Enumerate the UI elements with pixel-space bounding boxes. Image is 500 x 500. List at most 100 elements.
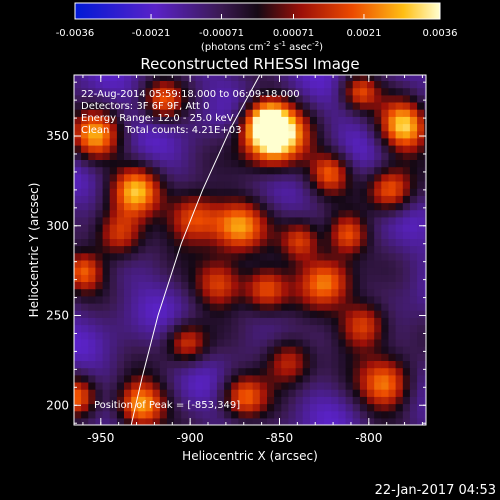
heatmap-cell xyxy=(159,94,168,103)
heatmap-cell xyxy=(116,338,125,347)
heatmap-cell xyxy=(74,374,82,383)
heatmap-cell xyxy=(188,224,197,232)
heatmap-cell xyxy=(88,396,96,405)
heatmap-cell xyxy=(116,145,125,153)
heatmap-cell xyxy=(331,324,339,333)
heatmap-cell xyxy=(231,410,239,419)
heatmap-cell xyxy=(274,295,282,304)
heatmap-cell xyxy=(159,274,168,282)
heatmap-cell xyxy=(267,166,275,175)
heatmap-cell xyxy=(102,324,111,333)
heatmap-cell xyxy=(131,317,139,326)
heatmap-cell xyxy=(259,94,268,103)
heatmap-cell xyxy=(288,101,297,110)
heatmap-cell xyxy=(152,195,161,204)
heatmap-cell xyxy=(138,281,146,290)
heatmap-cell xyxy=(88,338,96,347)
heatmap-cell xyxy=(345,396,354,405)
heatmap-cell xyxy=(345,374,354,383)
heatmap-cell xyxy=(388,180,397,189)
heatmap-cell xyxy=(331,87,339,96)
heatmap-cell xyxy=(116,288,125,297)
heatmap-cell xyxy=(345,245,354,254)
heatmap-cell xyxy=(224,116,232,125)
heatmap-cell xyxy=(166,80,175,89)
heatmap-cell xyxy=(252,101,261,110)
heatmap-cell xyxy=(295,209,304,218)
heatmap-cell xyxy=(331,346,339,354)
heatmap-cell xyxy=(417,152,425,160)
heatmap-cell xyxy=(188,216,197,225)
heatmap-cell xyxy=(409,173,418,182)
heatmap-cell xyxy=(252,281,261,290)
heatmap-cell xyxy=(109,75,118,81)
heatmap-cell xyxy=(245,159,254,168)
heatmap-cell xyxy=(309,130,318,139)
heatmap-cell xyxy=(424,209,426,218)
heatmap-cell xyxy=(109,145,118,153)
heatmap-cell xyxy=(424,195,426,204)
heatmap-cell xyxy=(309,317,318,326)
heatmap-cell xyxy=(381,188,389,196)
heatmap-cell xyxy=(224,267,232,275)
heatmap-cell xyxy=(245,403,254,412)
heatmap-cell xyxy=(309,274,318,282)
heatmap-cell xyxy=(131,381,139,390)
heatmap-cell xyxy=(395,216,404,225)
heatmap-cell xyxy=(359,281,368,290)
heatmap-cell xyxy=(74,152,82,160)
heatmap-cell xyxy=(181,87,189,96)
heatmap-cell xyxy=(295,245,304,254)
heatmap-cell xyxy=(388,80,397,89)
heatmap-cell xyxy=(152,274,161,282)
heatmap-cell xyxy=(309,159,318,168)
heatmap-cell xyxy=(231,403,239,412)
heatmap-cell xyxy=(295,331,304,340)
heatmap-cell xyxy=(166,231,175,239)
heatmap-cell xyxy=(388,274,397,282)
heatmap-cell xyxy=(302,252,311,261)
heatmap-cell xyxy=(267,267,275,275)
heatmap-cell xyxy=(88,274,96,282)
heatmap-cell xyxy=(152,209,161,218)
heatmap-cell xyxy=(259,267,268,275)
heatmap-cell xyxy=(367,367,375,376)
heatmap-cell xyxy=(159,101,168,110)
heatmap-cell xyxy=(88,109,96,117)
heatmap-cell xyxy=(402,116,411,125)
heatmap-cell xyxy=(159,310,168,318)
heatmap-cell xyxy=(145,338,154,347)
heatmap-cell xyxy=(302,353,311,361)
heatmap-cell xyxy=(74,274,82,282)
heatmap-cell xyxy=(374,252,382,261)
heatmap-cell xyxy=(281,367,289,376)
heatmap-cell xyxy=(331,267,339,275)
heatmap-cell xyxy=(352,281,361,290)
heatmap-cell xyxy=(152,159,161,168)
heatmap-cell xyxy=(424,252,426,261)
heatmap-cell xyxy=(424,224,426,232)
heatmap-cell xyxy=(209,389,218,397)
heatmap-cell xyxy=(159,360,168,369)
heatmap-cell xyxy=(309,288,318,297)
heatmap-cell xyxy=(116,396,125,405)
heatmap-cell xyxy=(331,145,339,153)
heatmap-cell xyxy=(216,302,225,311)
heatmap-cell xyxy=(109,396,118,405)
heatmap-cell xyxy=(102,317,111,326)
heatmap-cell xyxy=(424,353,426,361)
heatmap-cell xyxy=(345,145,354,153)
heatmap-cell xyxy=(259,231,268,239)
heatmap-cell xyxy=(381,101,389,110)
heatmap-cell xyxy=(288,324,297,333)
heatmap-cell xyxy=(295,353,304,361)
heatmap-cell xyxy=(309,295,318,304)
heatmap-cell xyxy=(116,87,125,96)
heatmap-cell xyxy=(216,381,225,390)
heatmap-cell xyxy=(288,209,297,218)
heatmap-cell xyxy=(95,252,104,261)
heatmap-cell xyxy=(324,374,332,383)
heatmap-cell xyxy=(402,101,411,110)
x-tick-label: -850 xyxy=(266,431,293,445)
heatmap-cell xyxy=(259,152,268,160)
